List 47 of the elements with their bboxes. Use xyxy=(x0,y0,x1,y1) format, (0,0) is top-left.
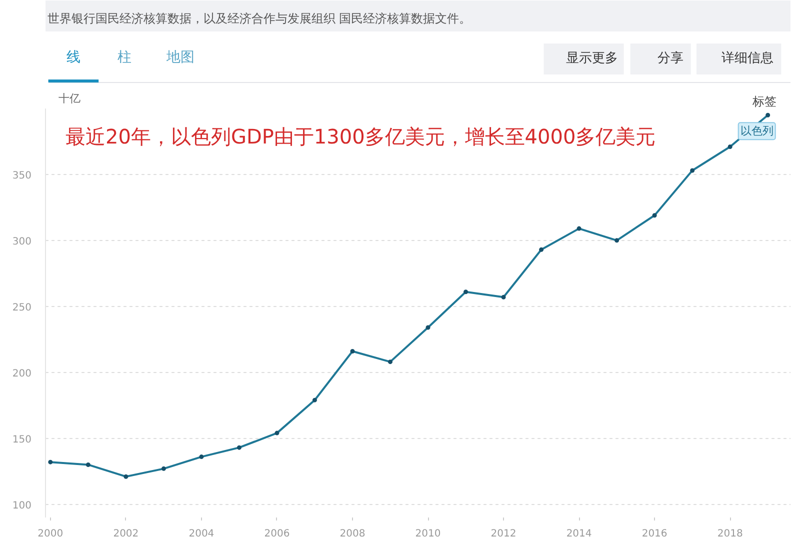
x-tick-label: 2018 xyxy=(717,528,743,540)
x-tick-label: 2004 xyxy=(188,528,214,540)
point xyxy=(86,462,90,467)
x-tick-label: 2000 xyxy=(38,528,64,540)
y-tick-label: 150 xyxy=(12,434,32,446)
point xyxy=(766,112,770,118)
point xyxy=(236,445,242,450)
x-tick-label: 2006 xyxy=(264,528,290,540)
point xyxy=(199,454,204,460)
x-tick-label: 2010 xyxy=(415,528,441,540)
point xyxy=(274,430,280,436)
point xyxy=(312,398,317,402)
y-tick-label: 200 xyxy=(12,368,32,380)
x-tick-label: 2014 xyxy=(566,528,592,540)
point xyxy=(124,474,128,479)
y-tick-label: 350 xyxy=(12,170,32,182)
x-tick-label: 2016 xyxy=(642,528,668,540)
text: 分享 xyxy=(657,50,684,66)
text: 世界银行国民经济核算数据，以及经济合作与发展组织 国民经济核算数据文件。 xyxy=(47,12,472,26)
y-tick-label: 100 xyxy=(12,500,32,512)
point xyxy=(614,238,620,243)
text: 柱 xyxy=(118,50,132,66)
text: 详细信息 xyxy=(722,51,774,66)
annotation: 最近20年，以色列GDP由于1300多亿美元，增长至4000多亿美元 xyxy=(66,124,656,148)
text: 线 xyxy=(66,50,80,66)
series-label: 以色列 xyxy=(740,124,774,138)
y-axis-title: 十亿 xyxy=(58,92,81,105)
point xyxy=(350,349,355,354)
y-tick-label: 250 xyxy=(12,302,32,314)
point xyxy=(728,144,732,150)
point xyxy=(161,466,166,471)
point xyxy=(539,247,544,252)
point xyxy=(388,360,392,364)
text: 显示更多 xyxy=(566,51,618,66)
x-tick-label: 2012 xyxy=(490,528,516,540)
point xyxy=(690,168,695,173)
x-tick-label: 2008 xyxy=(340,528,366,540)
point xyxy=(652,213,657,218)
x-tick-label: 2002 xyxy=(113,528,139,540)
point xyxy=(576,226,582,231)
y-tick-label: 300 xyxy=(12,236,32,248)
point xyxy=(501,294,506,300)
point xyxy=(426,325,430,330)
point xyxy=(464,290,468,294)
text: 地图 xyxy=(166,50,195,66)
point xyxy=(48,460,53,464)
annotation: 标签 xyxy=(751,94,776,108)
